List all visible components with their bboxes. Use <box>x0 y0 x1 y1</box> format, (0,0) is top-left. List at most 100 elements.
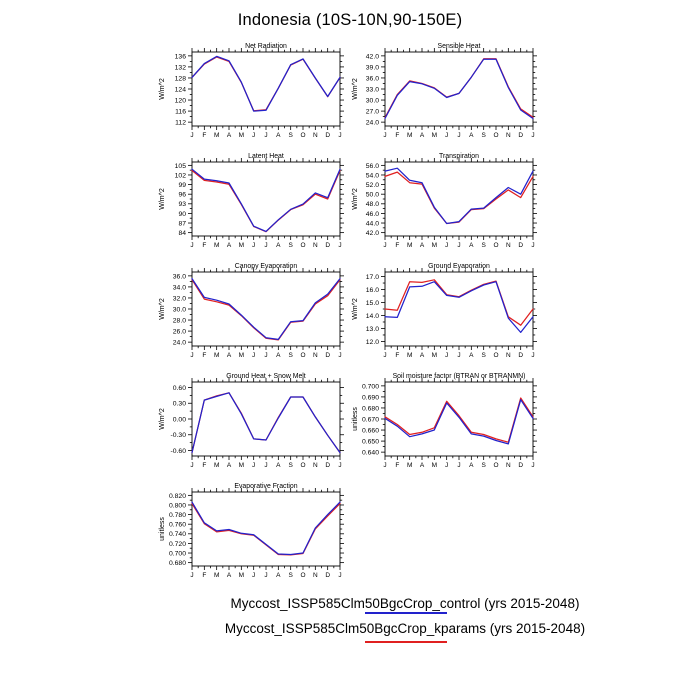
month-label: M <box>239 572 244 579</box>
month-label: D <box>325 242 330 249</box>
month-label: N <box>506 352 511 359</box>
y-tick-label: 12.0 <box>366 339 379 346</box>
month-label: A <box>469 132 474 139</box>
y-tick-label: 0.740 <box>169 531 186 538</box>
y-tick-label: 34.0 <box>173 284 186 291</box>
y-tick-label: 0.00 <box>173 416 186 423</box>
month-label: J <box>383 132 386 139</box>
month-label: S <box>481 462 486 469</box>
month-label: M <box>432 132 437 139</box>
series-line-kparams <box>384 279 534 326</box>
month-label: N <box>506 242 511 249</box>
month-label: N <box>313 352 318 359</box>
y-tick-label: 46.0 <box>366 211 379 218</box>
y-tick-label: 56.0 <box>366 163 379 170</box>
month-label: J <box>383 242 386 249</box>
legend-label-control: Myccost_ISSP585Clm50BgcCrop_control (yrs… <box>230 596 580 611</box>
series-line-kparams <box>191 392 341 454</box>
y-axis-label: W/m^2 <box>159 78 166 100</box>
month-label: J <box>457 242 460 249</box>
month-label: D <box>518 132 523 139</box>
y-tick-label: 0.700 <box>362 383 379 390</box>
y-axis-label: W/m^2 <box>159 408 166 430</box>
y-tick-label: 0.660 <box>362 427 379 434</box>
month-label: M <box>239 352 244 359</box>
series-line-kparams <box>191 279 341 341</box>
month-label: F <box>395 462 399 469</box>
y-tick-label: 128 <box>175 75 187 82</box>
series-line-control <box>384 399 534 445</box>
month-label: A <box>276 132 281 139</box>
y-tick-label: 32.0 <box>173 295 186 302</box>
y-tick-label: 36.0 <box>173 273 186 280</box>
month-label: M <box>214 572 219 579</box>
month-label: J <box>531 132 534 139</box>
month-label: J <box>264 572 267 579</box>
month-label: A <box>420 242 425 249</box>
month-label: M <box>432 352 437 359</box>
y-tick-label: 0.30 <box>173 401 186 408</box>
y-tick-label: 93 <box>178 201 186 208</box>
y-tick-label: 0.800 <box>169 502 186 509</box>
month-label: M <box>214 242 219 249</box>
month-label: A <box>420 352 425 359</box>
month-label: S <box>288 242 293 249</box>
month-label: N <box>313 572 318 579</box>
month-label: O <box>493 242 498 249</box>
month-label: F <box>395 132 399 139</box>
y-tick-label: 52.0 <box>366 182 379 189</box>
y-tick-label: 99 <box>178 182 186 189</box>
plot-frame <box>191 271 341 347</box>
y-tick-label: 0.760 <box>169 522 186 529</box>
month-label: N <box>313 132 318 139</box>
month-label: M <box>407 352 412 359</box>
y-tick-label: 136 <box>175 53 187 60</box>
month-label: M <box>432 462 437 469</box>
series-line-kparams <box>384 171 534 225</box>
month-label: D <box>518 352 523 359</box>
month-label: J <box>190 572 193 579</box>
month-label: J <box>457 352 460 359</box>
month-label: M <box>407 132 412 139</box>
y-axis-label: unitless <box>352 407 359 431</box>
y-tick-label: 0.640 <box>362 450 379 457</box>
y-tick-label: 105 <box>175 163 187 170</box>
plot-frame <box>384 161 534 237</box>
series-line-control <box>191 501 341 556</box>
panel-title: Sensible Heat <box>438 43 481 50</box>
month-label: J <box>338 352 341 359</box>
panel-title: Ground Heat + Snow Melt <box>226 373 306 380</box>
y-tick-label: 36.0 <box>366 75 379 82</box>
month-label: J <box>383 352 386 359</box>
y-tick-label: 0.680 <box>169 560 186 567</box>
month-label: F <box>202 462 206 469</box>
month-label: A <box>469 462 474 469</box>
y-tick-label: 42.0 <box>366 53 379 60</box>
month-label: M <box>214 352 219 359</box>
panel-title: Soil moisture factor (BTRAN or BTRANMN) <box>393 373 526 380</box>
month-label: J <box>445 132 448 139</box>
y-tick-label: 112 <box>175 120 186 127</box>
y-tick-label: 13.0 <box>366 326 379 333</box>
y-tick-label: 0.650 <box>362 438 379 445</box>
month-label: J <box>445 352 448 359</box>
month-label: F <box>202 352 206 359</box>
month-label: S <box>288 462 293 469</box>
series-line-control <box>191 168 341 233</box>
month-label: A <box>469 352 474 359</box>
legend-entry-kparams: Myccost_ISSP585Clm50BgcCrop_kparams (yrs… <box>110 621 700 636</box>
y-axis-label: W/m^2 <box>352 298 359 320</box>
month-label: A <box>227 242 232 249</box>
y-tick-label: 0.720 <box>169 541 186 548</box>
plot-frame <box>191 381 341 457</box>
y-tick-label: 0.60 <box>173 385 186 392</box>
series-line-control <box>191 277 341 341</box>
month-label: N <box>313 242 318 249</box>
month-label: A <box>276 462 281 469</box>
y-tick-label: 0.820 <box>169 493 186 500</box>
month-label: J <box>445 242 448 249</box>
month-label: M <box>214 462 219 469</box>
month-label: F <box>395 242 399 249</box>
month-label: M <box>239 462 244 469</box>
y-tick-label: 39.0 <box>366 64 379 71</box>
